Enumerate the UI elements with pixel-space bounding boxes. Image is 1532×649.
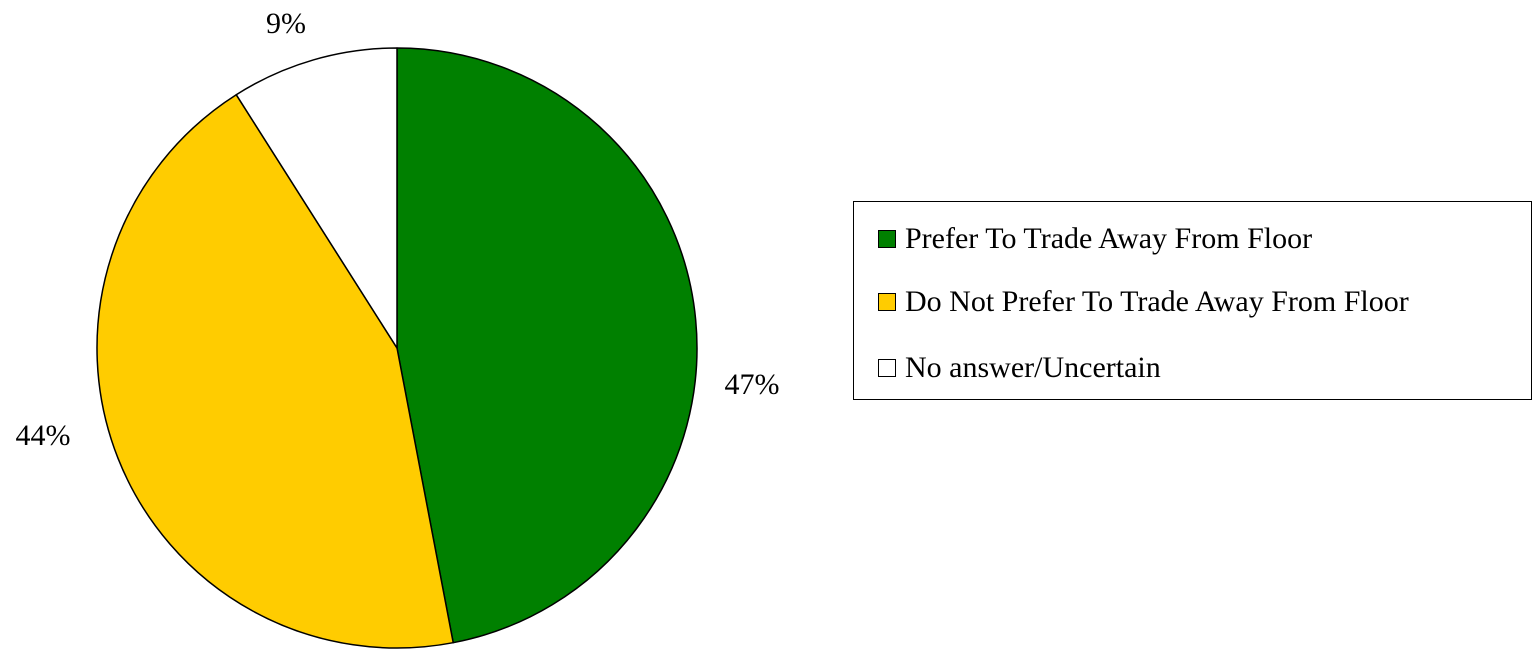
legend-swatch-prefer	[878, 230, 896, 248]
chart-legend: Prefer To Trade Away From Floor Do Not P…	[853, 201, 1532, 400]
data-label-do-not-prefer: 44%	[16, 419, 71, 452]
legend-label-do-not-prefer: Do Not Prefer To Trade Away From Floor	[905, 285, 1409, 318]
pie-data-labels: 47% 44% 9%	[16, 7, 780, 452]
legend-item-prefer: Prefer To Trade Away From Floor	[878, 222, 1312, 256]
legend-item-do-not-prefer: Do Not Prefer To Trade Away From Floor	[878, 285, 1409, 319]
data-label-prefer: 47%	[725, 368, 780, 401]
legend-item-no-answer: No answer/Uncertain	[878, 351, 1161, 385]
pie-slice-prefer	[396, 47, 698, 644]
legend-label-prefer: Prefer To Trade Away From Floor	[905, 222, 1313, 255]
legend-swatch-do-not-prefer	[878, 293, 896, 311]
legend-swatch-no-answer	[878, 359, 896, 377]
pie-slice-no-answer	[235, 47, 398, 349]
pie-slices	[96, 47, 698, 649]
data-label-no-answer: 9%	[266, 7, 306, 40]
legend-label-no-answer: No answer/Uncertain	[905, 351, 1161, 384]
pie-slice-do-not-prefer	[96, 93, 454, 649]
